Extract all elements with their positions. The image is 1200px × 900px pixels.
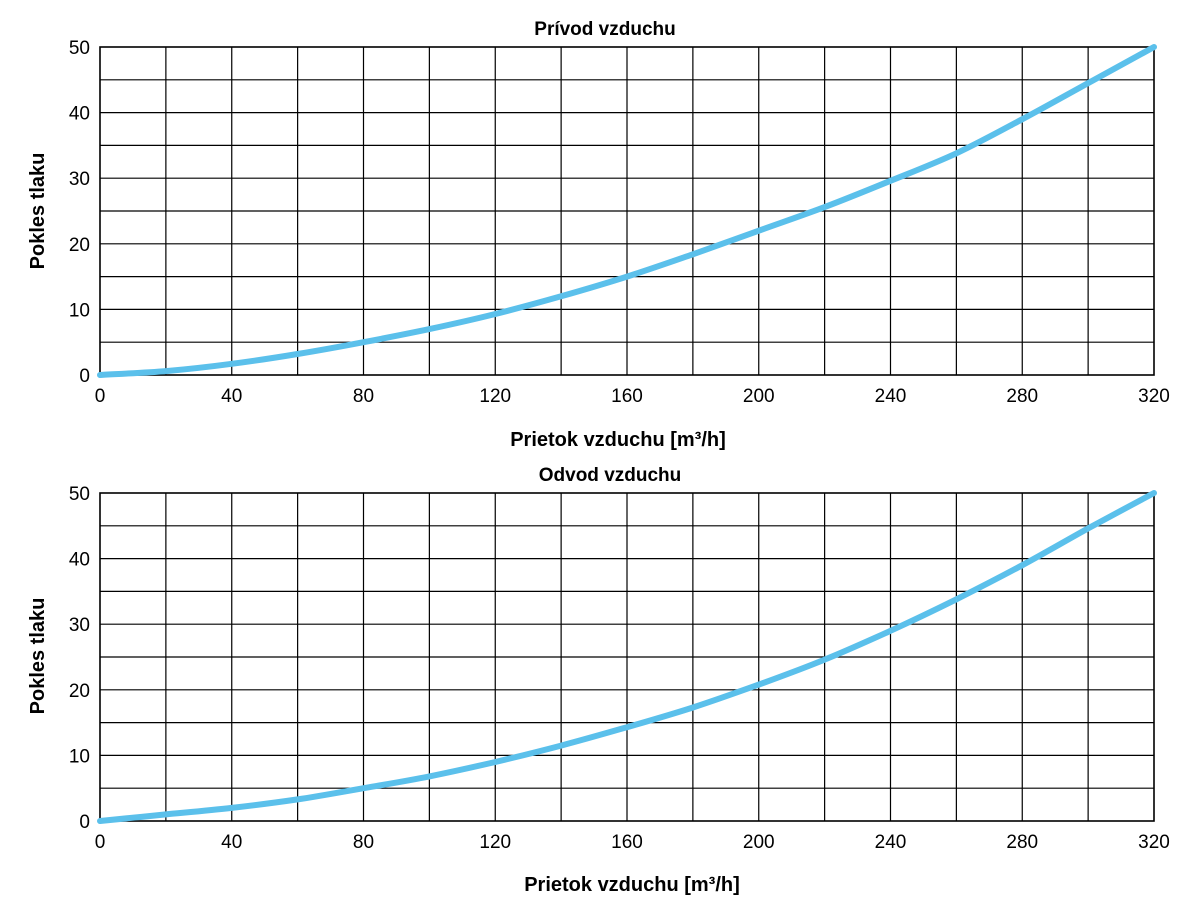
chart-2-gridlines bbox=[100, 493, 1154, 821]
chart-2-x-axis-label: Prietok vzduchu [m³/h] bbox=[524, 874, 740, 896]
chart-1-y-tick-label: 40 bbox=[69, 104, 90, 125]
chart-2-series-line bbox=[97, 490, 1157, 824]
chart-1-y-axis-label: Pokles tlaku bbox=[27, 153, 49, 270]
chart-2-x-tick-labels: 0 40 80 120 160 200 240 280 320 bbox=[95, 832, 1170, 853]
chart-1-x-tick-label: 120 bbox=[479, 386, 511, 407]
chart-1-y-tick-labels: 0 10 20 30 40 50 bbox=[69, 38, 90, 387]
chart-1-series-line bbox=[97, 44, 1157, 378]
chart-1-x-tick-label: 0 bbox=[95, 386, 106, 407]
chart-1-x-tick-labels: 0 40 80 120 160 200 240 280 320 bbox=[95, 386, 1170, 407]
chart-1-y-tick-label: 20 bbox=[69, 235, 90, 256]
chart-2-x-tick-label: 200 bbox=[743, 832, 775, 853]
chart-2: Odvod vzduchu 0 10 20 30 40 50 0 40 80 120 160 200… bbox=[27, 465, 1170, 896]
chart-1-gridlines bbox=[100, 47, 1154, 375]
chart-1-y-tick-label: 30 bbox=[69, 169, 90, 190]
chart-2-x-tick-label: 280 bbox=[1006, 832, 1038, 853]
chart-2-y-axis-label: Pokles tlaku bbox=[27, 598, 49, 715]
chart-1-y-tick-label: 50 bbox=[69, 38, 90, 59]
chart-2-x-tick-label: 120 bbox=[479, 832, 511, 853]
chart-1-x-tick-label: 200 bbox=[743, 386, 775, 407]
chart-1-y-tick-label: 10 bbox=[69, 300, 90, 321]
chart-2-plot-frame bbox=[99, 492, 1155, 822]
chart-2-y-tick-label: 10 bbox=[69, 746, 90, 767]
chart-1-x-tick-label: 160 bbox=[611, 386, 643, 407]
chart-2-x-tick-label: 40 bbox=[221, 832, 242, 853]
chart-1-x-tick-label: 40 bbox=[221, 386, 242, 407]
chart-2-x-tick-label: 160 bbox=[611, 832, 643, 853]
chart-2-x-tick-label: 0 bbox=[95, 832, 106, 853]
chart-2-y-tick-label: 0 bbox=[79, 812, 90, 833]
chart-1-x-tick-label: 80 bbox=[353, 386, 374, 407]
chart-2-title: Odvod vzduchu bbox=[539, 465, 682, 486]
chart-2-x-tick-label: 240 bbox=[875, 832, 907, 853]
chart-2-y-tick-label: 30 bbox=[69, 615, 90, 636]
chart-2-x-tick-label: 80 bbox=[353, 832, 374, 853]
chart-1-plot-frame bbox=[99, 46, 1155, 376]
chart-1: Prívod vzduchu 0 10 20 30 40 50 0 40 80 120 160 20… bbox=[27, 19, 1170, 451]
chart-1-x-tick-label: 240 bbox=[875, 386, 907, 407]
chart-2-y-tick-label: 50 bbox=[69, 484, 90, 505]
chart-1-x-tick-label: 320 bbox=[1138, 386, 1170, 407]
chart-1-x-tick-label: 280 bbox=[1006, 386, 1038, 407]
chart-2-y-tick-labels: 0 10 20 30 40 50 bbox=[69, 484, 90, 833]
chart-1-y-tick-label: 0 bbox=[79, 366, 90, 387]
chart-2-y-tick-label: 20 bbox=[69, 681, 90, 702]
chart-2-y-tick-label: 40 bbox=[69, 550, 90, 571]
chart-2-x-tick-label: 320 bbox=[1138, 832, 1170, 853]
chart-1-x-axis-label: Prietok vzduchu [m³/h] bbox=[510, 429, 726, 451]
chart-1-title: Prívod vzduchu bbox=[534, 19, 675, 40]
